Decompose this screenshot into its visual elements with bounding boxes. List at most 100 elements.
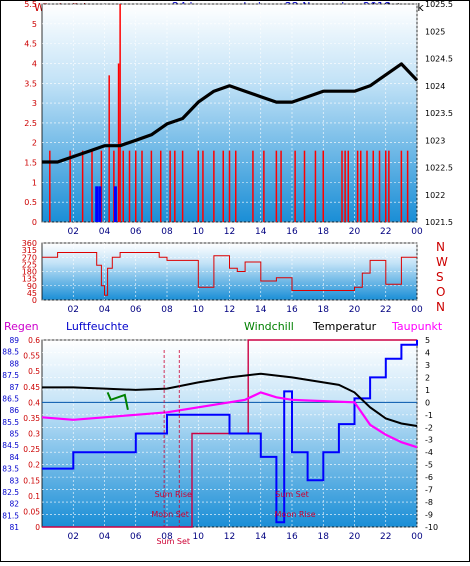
wind-tick-label: 0: [32, 218, 37, 227]
x-tick-label: 10: [193, 227, 205, 237]
pressure-tick-label: 1022.5: [425, 164, 453, 173]
compass-label: N: [436, 240, 445, 254]
temp-tick-label: -9: [425, 511, 433, 520]
x-tick-label: 18: [318, 305, 330, 315]
temp-tick-label: -7: [425, 486, 433, 495]
x-tick-label: 00: [411, 305, 423, 315]
windchill-axis-title: Windchill: [244, 320, 294, 333]
x-tick-label: 06: [130, 227, 142, 237]
wind-bar: [113, 150, 115, 222]
wind-bar: [122, 150, 124, 222]
sun-marker-label: Sum Rise: [155, 490, 192, 499]
humidity-tick-label: 84: [9, 453, 19, 462]
dewpoint-axis-title: Taupunkt: [391, 320, 443, 333]
x-tick-label: 16: [286, 305, 298, 315]
x-tick-label: 14: [255, 305, 267, 315]
wind-bar: [303, 150, 306, 222]
x-tick-label: 20: [349, 227, 361, 237]
temp-tick-label: -8: [425, 498, 433, 507]
wind-bar: [108, 75, 110, 222]
x-tick-label: 06: [130, 305, 142, 315]
wind-bar: [347, 150, 349, 222]
humidity-tick-label: 88.5: [2, 348, 19, 357]
wind-tick-label: 4.5: [24, 40, 37, 49]
wind-tick-label: 1: [32, 178, 37, 187]
wind-bar: [275, 150, 278, 222]
wind-bar: [372, 150, 374, 222]
rain-tick-label: 0.05: [23, 507, 40, 516]
rain-tick-label: 0.55: [23, 352, 40, 361]
x-tick-label: 04: [99, 532, 111, 542]
moon-marker-label: Moon Set: [151, 510, 188, 519]
humidity-tick-label: 86.5: [2, 394, 19, 403]
wind-bar: [406, 150, 409, 222]
direction-tick-label: 90: [27, 282, 37, 291]
x-tick-label: 00: [411, 227, 423, 237]
gust-bar: [113, 186, 117, 222]
rain-tick-label: 0.25: [23, 445, 40, 454]
pressure-tick-label: 1025.5: [425, 0, 453, 9]
direction-tick-label: 180: [22, 268, 37, 277]
humidity-axis-title: Luftfeuchte: [66, 320, 129, 333]
x-tick-label: 16: [286, 227, 298, 237]
humidity-tick-label: 84.5: [2, 441, 19, 450]
wind-bar: [366, 150, 368, 222]
temp-tick-label: -4: [425, 448, 433, 457]
wind-bar: [341, 150, 343, 222]
wind-tick-label: 5.5: [24, 0, 37, 9]
x-tick-label: 02: [68, 227, 79, 237]
rain-tick-label: 0: [35, 523, 40, 532]
x-tick-label: 12: [224, 227, 235, 237]
wind-bar: [400, 150, 403, 222]
wind-bar: [100, 150, 103, 222]
x-tick-label: 12: [224, 305, 235, 315]
x-tick-label: 02: [68, 532, 79, 542]
direction-tick-label: 360: [22, 239, 37, 248]
x-tick-label: 08: [161, 305, 173, 315]
x-tick-label: 06: [130, 532, 142, 542]
x-tick-label: 10: [193, 532, 205, 542]
wind-bar: [150, 150, 153, 222]
rain-axis-title: Regen: [4, 320, 39, 333]
compass-label: S: [436, 270, 444, 284]
temp-tick-label: 4: [425, 348, 430, 357]
temp-tick-label: 1: [425, 386, 430, 395]
rain-tick-label: 0.1: [28, 492, 40, 501]
temp-tick-label: -3: [425, 436, 433, 445]
rain-tick-label: 0.6: [28, 336, 40, 345]
wind-bar: [181, 150, 184, 222]
windchill-line: [106, 392, 129, 411]
direction-tick-label: 315: [22, 246, 37, 255]
wind-tick-label: 3: [32, 99, 37, 108]
pressure-line: [42, 62, 419, 164]
wind-bar: [213, 150, 215, 222]
wind-bar: [222, 150, 224, 222]
wind-bar: [263, 150, 265, 222]
humidity-tick-label: 83: [9, 476, 19, 485]
wind-bar: [344, 150, 346, 222]
pressure-tick-label: 1024: [425, 82, 445, 91]
humidity-tick-label: 81: [9, 523, 19, 532]
wind-tick-label: 2.5: [24, 119, 37, 128]
temperature-line: [42, 372, 418, 427]
x-tick-label: 10: [193, 305, 205, 315]
wind-bar: [228, 150, 231, 222]
humidity-tick-label: 85: [9, 430, 19, 439]
rain-tick-label: 0.15: [23, 476, 40, 485]
pressure-tick-label: 1021.5: [425, 218, 453, 227]
rain-tick-label: 0.5: [28, 367, 40, 376]
direction-tick-label: 0: [32, 296, 37, 305]
wind-tick-label: 0.5: [24, 198, 37, 207]
moon-marker-label: Moon Rise: [275, 510, 316, 519]
x-tick-label: 08: [161, 227, 173, 237]
x-tick-label: 22: [380, 305, 391, 315]
temp-tick-label: 2: [425, 373, 430, 382]
x-tick-label: 08: [161, 532, 173, 542]
chart-marks: 00.511.522.533.544.555.51021.510221022.5…: [2, 0, 453, 546]
humidity-tick-label: 86: [9, 406, 19, 415]
wind-tick-label: 2: [32, 139, 37, 148]
humidity-tick-label: 82.5: [2, 488, 19, 497]
wind-bar: [81, 150, 84, 222]
